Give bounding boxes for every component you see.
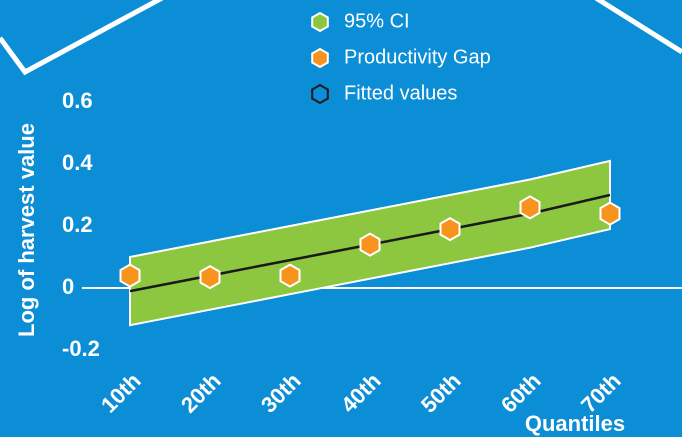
data-point <box>519 195 541 220</box>
data-point <box>199 264 221 290</box>
data-point <box>119 263 141 288</box>
legend-label: Fitted values <box>344 82 457 104</box>
x-tick-label: 50th <box>416 368 466 418</box>
data-point <box>359 232 381 257</box>
x-tick-label: 30th <box>256 368 306 418</box>
legend-swatch <box>311 11 329 33</box>
data-point <box>599 201 621 226</box>
legend-swatch <box>311 47 329 69</box>
data-point <box>279 263 301 288</box>
y-tick-label: 0.6 <box>62 88 93 113</box>
legend-label: 95% CI <box>344 10 410 32</box>
legend-swatch <box>311 83 329 105</box>
data-point <box>439 216 461 242</box>
y-tick-label: 0 <box>62 274 74 299</box>
decoration <box>0 0 682 76</box>
x-axis-title: Quantiles <box>525 411 625 436</box>
y-tick-label: -0.2 <box>62 336 100 361</box>
y-tick-label: 0.2 <box>62 212 93 237</box>
x-tick-label: 40th <box>336 368 386 418</box>
legend-label: Productivity Gap <box>344 46 491 68</box>
y-axis-title: Log of harvest value <box>14 123 39 337</box>
x-tick-label: 20th <box>176 368 226 418</box>
x-tick-label: 10th <box>96 368 146 418</box>
y-tick-label: 0.4 <box>62 150 93 175</box>
